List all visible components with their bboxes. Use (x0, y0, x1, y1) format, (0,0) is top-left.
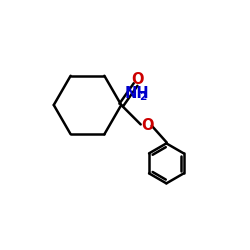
Text: O: O (142, 118, 154, 133)
Text: O: O (131, 72, 144, 86)
Text: NH: NH (125, 86, 150, 101)
Text: 2: 2 (140, 92, 147, 102)
